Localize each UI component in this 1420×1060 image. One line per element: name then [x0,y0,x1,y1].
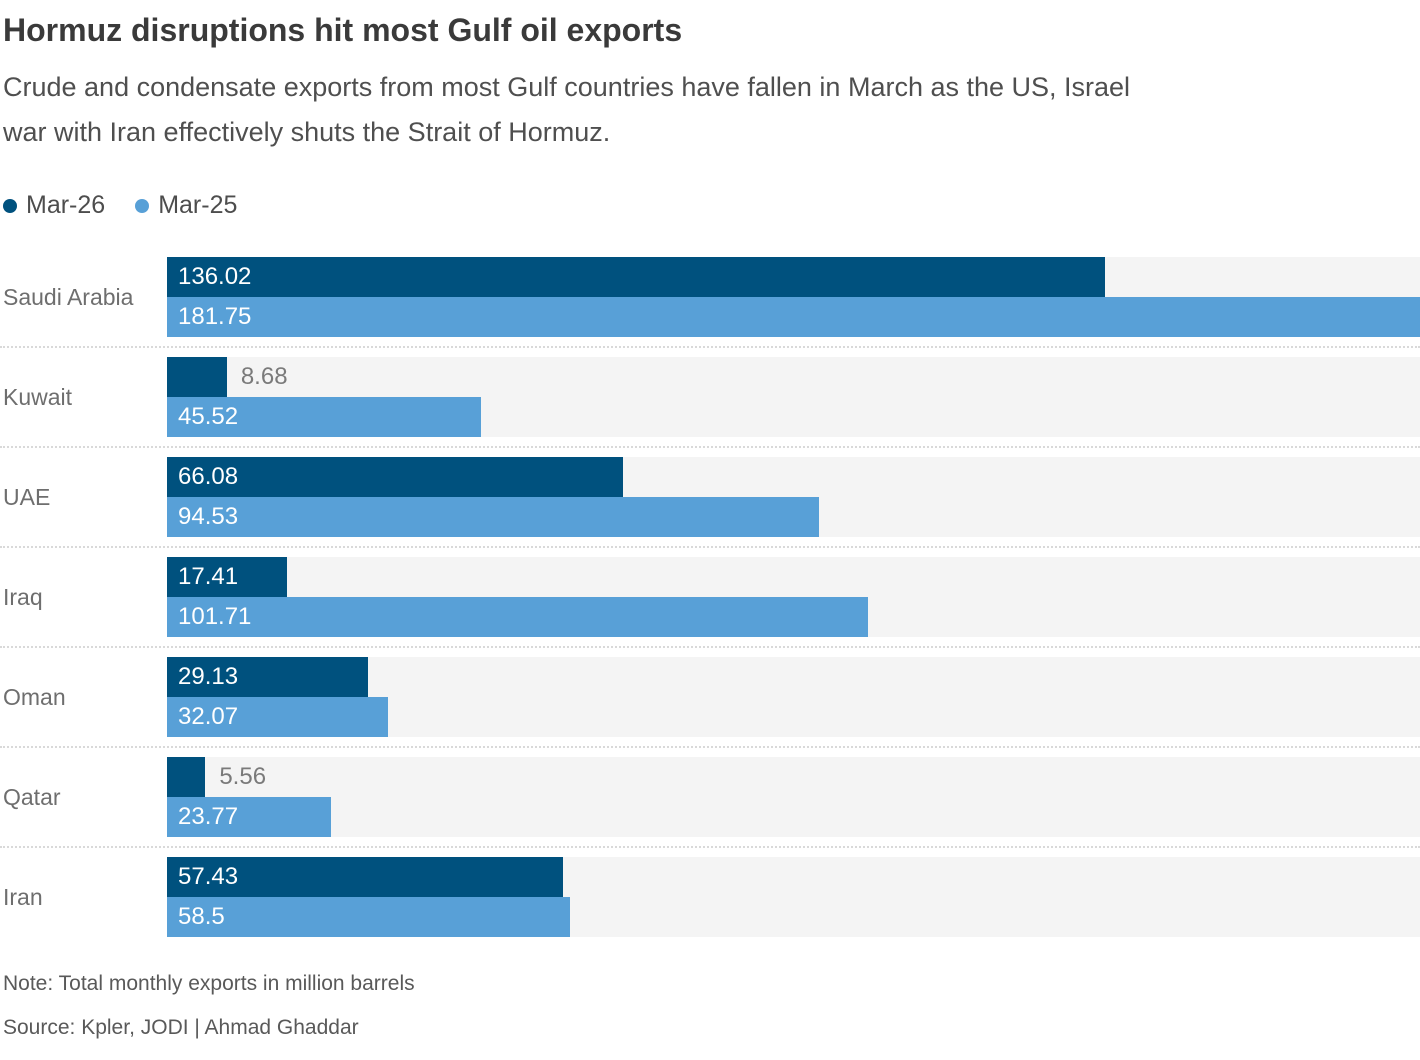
value-label: 45.52 [178,403,239,430]
legend-label-mar-26: Mar-26 [26,191,106,219]
bar-group: 8.68 45.52 [167,357,1420,437]
bar-track: 181.75 [167,297,1420,337]
value-label: 58.5 [178,903,225,930]
legend-dot-mar-26-icon [3,198,17,213]
bar-mar-26 [167,857,563,897]
bar-track: 23.77 [167,797,1420,837]
chart-header: Hormuz disruptions hit most Gulf oil exp… [0,0,1420,155]
chart-footer: Note: Total monthly exports in million b… [3,972,1420,1040]
value-label: 66.08 [178,463,239,490]
bar-mar-25 [167,797,331,837]
bar-mar-25 [167,497,819,537]
value-label: 57.43 [178,863,239,890]
chart-row: Iraq 17.41 101.71 [0,546,1420,646]
bar-group: 57.43 58.5 [167,857,1420,937]
category-label: Iran [3,883,43,910]
value-label: 94.53 [178,503,239,530]
bar-mar-25 [167,397,481,437]
chart-subtitle-line-1: Crude and condensate exports from most G… [3,72,1131,102]
chart-row: Kuwait 8.68 45.52 [0,346,1420,446]
category-label: Saudi Arabia [3,283,134,310]
category-label: UAE [3,483,51,510]
chart-row: UAE 66.08 94.53 [0,446,1420,546]
bar-mar-25 [167,597,869,637]
bar-group: 17.41 101.71 [167,557,1420,637]
bar-mar-25 [167,697,389,737]
bar-group: 29.13 32.07 [167,657,1420,737]
bar-mar-26 [167,357,227,397]
value-label: 29.13 [178,663,239,690]
bar-track: 136.02 [167,257,1420,297]
chart-source: Source: Kpler, JODI | Ahmad Ghaddar [3,1016,359,1039]
chart-subtitle-line-2: war with Iran effectively shuts the Stra… [3,117,611,147]
bar-group: 5.56 23.77 [167,757,1420,837]
bar-track: 94.53 [167,497,1420,537]
bar-group: 66.08 94.53 [167,457,1420,537]
bar-track: 101.71 [167,597,1420,637]
legend-item-mar-25: Mar-25 [135,191,237,220]
bar-mar-26 [167,257,1105,297]
chart-note: Note: Total monthly exports in million b… [3,972,415,995]
value-label: 5.56 [219,763,267,790]
bar-mar-25 [167,897,571,937]
legend-label-mar-25: Mar-25 [158,191,238,219]
category-label: Oman [3,683,66,710]
bar-track: 8.68 [167,357,1420,397]
value-label: 23.77 [178,803,239,830]
chart-legend: Mar-26 Mar-25 [3,191,1420,220]
chart-row: Qatar 5.56 23.77 [0,746,1420,846]
value-label: 101.71 [178,603,252,630]
bar-track: 5.56 [167,757,1420,797]
category-label: Qatar [3,783,61,810]
bar-group: 136.02 181.75 [167,257,1420,337]
chart-row: Iran 57.43 58.5 [0,846,1420,946]
bar-track: 45.52 [167,397,1420,437]
chart-row: Oman 29.13 32.07 [0,646,1420,746]
legend-dot-mar-25-icon [135,198,150,213]
bar-track: 58.5 [167,897,1420,937]
bar-track: 66.08 [167,457,1420,497]
value-label: 17.41 [178,563,239,590]
bar-mar-25 [167,297,1420,337]
bar-mar-26 [167,457,623,497]
value-label: 32.07 [178,703,239,730]
bar-track: 57.43 [167,857,1420,897]
chart-title: Hormuz disruptions hit most Gulf oil exp… [3,12,683,48]
value-label: 136.02 [178,263,252,290]
bar-track: 29.13 [167,657,1420,697]
bar-mar-26 [167,657,368,697]
bar-mar-26 [167,757,206,797]
legend-item-mar-26: Mar-26 [3,191,105,220]
value-label: 8.68 [240,363,288,390]
bar-mar-26 [167,557,288,597]
bar-chart: Saudi Arabia 136.02 181.75 Kuwait 8.68 45.52 U… [0,248,1420,946]
category-label: Kuwait [3,383,73,410]
chart-subtitle: Crude and condensate exports from most G… [3,65,1420,155]
value-label: 181.75 [178,303,252,330]
bar-track: 32.07 [167,697,1420,737]
bar-track: 17.41 [167,557,1420,597]
category-label: Iraq [3,583,43,610]
chart-row: Saudi Arabia 136.02 181.75 [0,248,1420,346]
